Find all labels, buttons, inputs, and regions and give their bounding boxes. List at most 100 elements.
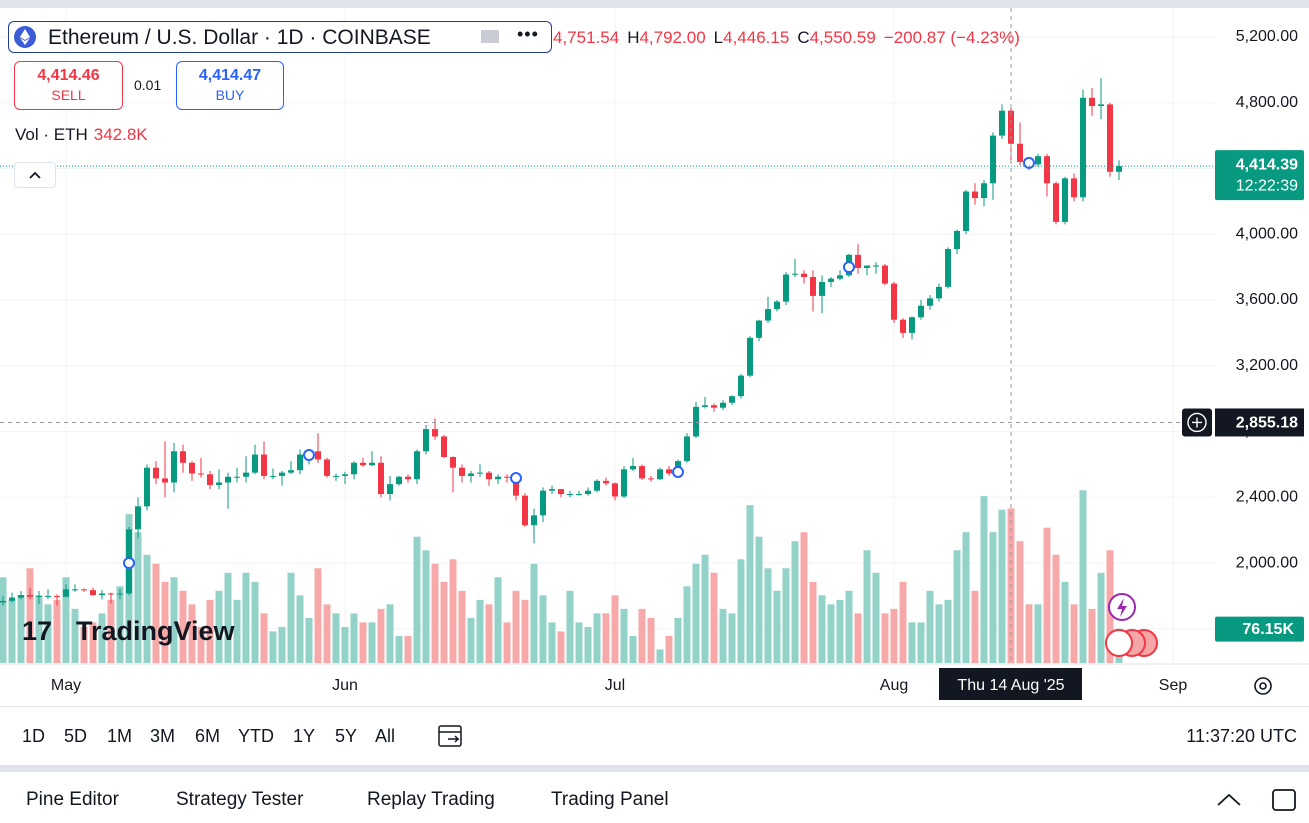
volume-bar: [1034, 604, 1042, 663]
volume-bar: [737, 559, 745, 663]
panel-tab[interactable]: Trading Panel: [551, 789, 669, 810]
candle-body: [9, 597, 15, 601]
symbol-title: Ethereum / U.S. Dollar · 1D · COINBASE: [48, 26, 431, 49]
watermark: 17 TradingView: [22, 616, 236, 646]
candle-body: [819, 281, 825, 296]
panel-tab[interactable]: Strategy Tester: [176, 789, 304, 810]
candle-body: [360, 462, 366, 466]
panel-tab[interactable]: Replay Trading: [367, 789, 495, 810]
candle-body: [855, 254, 861, 268]
calendar-icon[interactable]: [436, 720, 466, 750]
candle-body: [486, 472, 492, 480]
volume-bar: [638, 608, 646, 663]
candle-body: [162, 478, 168, 483]
volume-bar: [827, 604, 835, 663]
eth-icon: [14, 26, 36, 48]
chevron-path: [29, 171, 41, 179]
flag-icon[interactable]: [481, 30, 499, 43]
y-tick-label: 4,800.00: [1236, 94, 1298, 111]
candle-body: [441, 436, 447, 458]
more-icon[interactable]: •••: [517, 24, 539, 44]
candle-body: [72, 589, 78, 591]
settings-icon[interactable]: [1254, 677, 1272, 695]
candle-body: [1080, 97, 1086, 198]
candle-body: [459, 467, 465, 476]
volume-bar: [989, 532, 997, 663]
sell-button[interactable]: 4,414.46 SELL: [14, 61, 123, 110]
buy-price: 4,414.47: [198, 67, 262, 84]
volume-bar: [8, 599, 16, 663]
symbol-box[interactable]: •••: [8, 21, 552, 53]
volume-bar: [323, 604, 331, 663]
range-button[interactable]: 1M: [107, 726, 133, 746]
candle-body: [711, 405, 717, 408]
volume-bar: [152, 563, 160, 663]
overlays: [0, 8, 1215, 664]
settings-icon-core: [1259, 682, 1267, 690]
volume-bar: [314, 568, 322, 663]
volume-bar: [935, 604, 943, 663]
crosshair-plus-sign: [1192, 417, 1202, 428]
volume-bar: [512, 590, 520, 663]
range-button[interactable]: 5Y: [335, 726, 358, 746]
volume-bar: [575, 622, 583, 663]
candle-body: [279, 472, 285, 476]
candle-body: [324, 459, 330, 476]
volume-bar: [872, 572, 880, 663]
candle-body: [918, 305, 924, 318]
range-button[interactable]: 5D: [64, 726, 88, 746]
collapse-button[interactable]: [14, 162, 56, 188]
candle-body: [801, 273, 807, 278]
candle-body: [639, 466, 645, 479]
range-toolbar: [0, 706, 1309, 765]
volume-bar: [1061, 581, 1069, 663]
buy-button[interactable]: 4,414.47 BUY: [176, 61, 284, 110]
volume-bar: [413, 536, 421, 663]
range-button[interactable]: YTD: [238, 726, 274, 746]
range-button[interactable]: 1D: [22, 726, 46, 746]
candle-body: [891, 283, 897, 320]
volume-bar: [584, 626, 592, 663]
volume-bar: [764, 568, 772, 663]
volume-bar: [0, 577, 7, 663]
range-button[interactable]: 3M: [150, 726, 176, 746]
volume-bar: [44, 604, 52, 663]
panel-tab[interactable]: Pine Editor: [26, 789, 119, 810]
candle-body: [180, 451, 186, 463]
volume-bar: [476, 599, 484, 663]
volume-bar: [134, 532, 142, 663]
volume-bar: [791, 541, 799, 663]
x-tick-label: Jul: [605, 677, 625, 694]
volume-bar: [944, 599, 952, 663]
candle-body: [1035, 156, 1041, 165]
volume-legend: Vol · ETH 342.8K: [15, 125, 148, 145]
clock[interactable]: 11:37:20 UTC: [1186, 726, 1297, 746]
candle-body: [927, 298, 933, 306]
volume-bar: [593, 613, 601, 663]
volume-bar: [278, 626, 286, 663]
panel-controls: [1217, 789, 1296, 811]
candle-body: [387, 484, 393, 495]
candle-body: [1062, 178, 1068, 222]
candle-body: [792, 273, 798, 275]
range-button[interactable]: 1Y: [293, 726, 316, 746]
volume-bar: [359, 622, 367, 663]
candle-body: [0, 600, 6, 603]
volume-bar: [710, 572, 718, 663]
candle-body: [603, 480, 609, 484]
volume-bar: [890, 608, 898, 663]
candle-body: [63, 589, 69, 597]
countdown-label: 12:22:39: [1236, 177, 1298, 194]
panel-maximize[interactable]: [1272, 789, 1296, 811]
candle-body: [549, 489, 555, 491]
volume-bar: [746, 505, 754, 663]
crosshair-price-tag: [1215, 408, 1304, 437]
panel-up[interactable]: [1217, 793, 1241, 806]
eth-icon-glyph: [20, 29, 30, 45]
range-button[interactable]: 6M: [195, 726, 221, 746]
volume-bar: [422, 550, 430, 663]
event-flag[interactable]: [1105, 629, 1133, 657]
volume-bar: [395, 635, 403, 663]
range-button[interactable]: All: [375, 726, 396, 746]
candle-body: [468, 473, 474, 476]
